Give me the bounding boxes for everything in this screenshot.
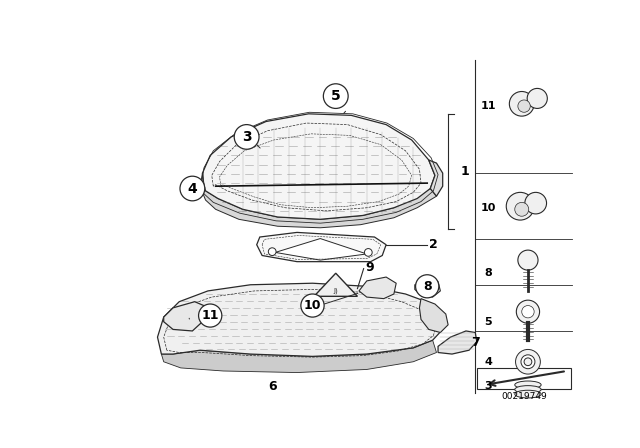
Text: 10: 10: [304, 299, 321, 312]
Polygon shape: [200, 173, 204, 192]
Polygon shape: [257, 233, 386, 262]
Circle shape: [518, 250, 538, 270]
Circle shape: [509, 91, 534, 116]
Text: 8: 8: [423, 280, 431, 293]
Polygon shape: [157, 283, 444, 356]
Polygon shape: [202, 186, 436, 228]
Circle shape: [268, 248, 276, 255]
Polygon shape: [161, 340, 436, 373]
Polygon shape: [202, 114, 435, 220]
Circle shape: [521, 355, 535, 369]
Text: 1: 1: [461, 165, 469, 178]
Text: 2: 2: [429, 238, 438, 251]
Text: 3: 3: [484, 381, 492, 392]
Text: 6: 6: [268, 380, 276, 393]
Circle shape: [198, 304, 222, 327]
Text: 3: 3: [242, 130, 252, 144]
Polygon shape: [429, 160, 443, 196]
Circle shape: [522, 306, 534, 318]
Circle shape: [364, 249, 372, 256]
Polygon shape: [415, 279, 440, 297]
Text: 5: 5: [484, 317, 492, 327]
Ellipse shape: [515, 386, 541, 393]
Ellipse shape: [515, 390, 541, 398]
Text: 4: 4: [188, 181, 197, 195]
Circle shape: [234, 125, 259, 149]
Circle shape: [524, 358, 532, 366]
Polygon shape: [438, 331, 477, 354]
Circle shape: [180, 176, 205, 201]
Text: 4: 4: [484, 357, 492, 367]
Text: 00219749: 00219749: [501, 392, 547, 401]
Bar: [477, 368, 572, 389]
Polygon shape: [359, 277, 396, 299]
Text: 10: 10: [481, 203, 496, 213]
Polygon shape: [314, 273, 358, 296]
Text: 8: 8: [484, 268, 492, 278]
Circle shape: [516, 349, 540, 374]
Circle shape: [515, 202, 529, 216]
Text: 9: 9: [365, 261, 374, 274]
Text: 11: 11: [481, 101, 496, 111]
Circle shape: [518, 100, 531, 112]
Circle shape: [516, 300, 540, 323]
Circle shape: [506, 192, 534, 220]
Circle shape: [323, 84, 348, 108]
Ellipse shape: [515, 381, 541, 389]
Circle shape: [527, 88, 547, 108]
Text: 7: 7: [472, 336, 480, 349]
Circle shape: [415, 275, 439, 298]
Text: J): J): [333, 288, 338, 294]
Circle shape: [301, 294, 324, 317]
Text: 5: 5: [331, 89, 340, 103]
Polygon shape: [164, 302, 205, 331]
Circle shape: [525, 192, 547, 214]
Polygon shape: [419, 299, 448, 332]
Text: 11: 11: [202, 309, 219, 322]
Polygon shape: [275, 238, 367, 260]
